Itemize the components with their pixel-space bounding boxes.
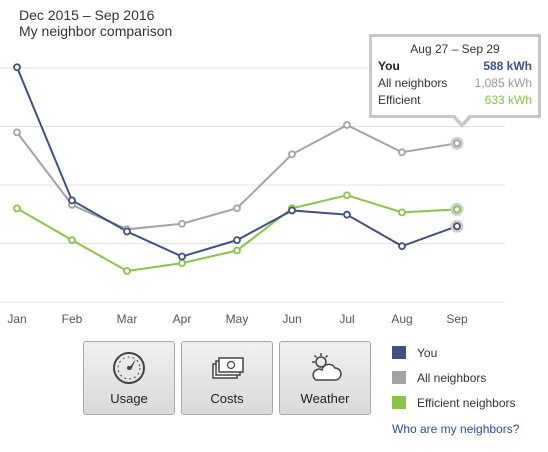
chart-legend: You All neighbors Efficient neighbors bbox=[392, 346, 516, 421]
costs-button[interactable]: Costs bbox=[181, 341, 273, 415]
data-point[interactable] bbox=[288, 150, 296, 159]
data-point[interactable] bbox=[233, 246, 241, 255]
data-point[interactable] bbox=[233, 204, 241, 213]
data-point[interactable] bbox=[233, 236, 241, 245]
x-tick-label: May bbox=[226, 312, 249, 326]
weather-icon bbox=[312, 353, 342, 381]
chart-titles: Dec 2015 – Sep 2016 My neighbor comparis… bbox=[19, 7, 172, 39]
series-line-all-neighbors bbox=[16, 123, 458, 231]
data-point[interactable] bbox=[343, 210, 351, 219]
tooltip-label: All neighbors bbox=[378, 76, 448, 90]
data-point[interactable] bbox=[398, 208, 406, 217]
tooltip-value: 588 kWh bbox=[483, 59, 532, 73]
data-point[interactable] bbox=[13, 63, 21, 72]
tooltip-row-all: All neighbors 1,085 kWh bbox=[372, 76, 538, 90]
data-point[interactable] bbox=[453, 139, 461, 148]
data-point[interactable] bbox=[343, 191, 351, 200]
legend-item-you: You bbox=[392, 345, 516, 360]
data-point[interactable] bbox=[453, 222, 461, 231]
x-tick-label: Feb bbox=[62, 312, 83, 326]
data-point[interactable] bbox=[13, 204, 21, 213]
x-tick-label: Jun bbox=[282, 312, 301, 326]
line-chart: Jan Feb Mar Apr May Jun Jul Aug Sep bbox=[0, 63, 505, 326]
data-point[interactable] bbox=[68, 196, 76, 205]
chart-subtitle: My neighbor comparison bbox=[19, 23, 173, 39]
usage-button-label: Usage bbox=[110, 391, 148, 406]
usage-button[interactable]: Usage bbox=[83, 341, 175, 415]
who-are-my-neighbors-link[interactable]: Who are my neighbors? bbox=[392, 422, 520, 436]
weather-button-label: Weather bbox=[300, 391, 350, 406]
x-tick-label: Aug bbox=[391, 312, 412, 326]
data-point[interactable] bbox=[123, 267, 131, 275]
tooltip-label: Efficient bbox=[378, 93, 421, 107]
data-point[interactable] bbox=[123, 227, 131, 236]
tooltip: Aug 27 – Sep 29 You 588 kWh All neighbor… bbox=[369, 34, 541, 128]
x-tick-label: Sep bbox=[446, 312, 468, 326]
data-point[interactable] bbox=[398, 148, 406, 157]
gauge-icon bbox=[113, 352, 145, 384]
tooltip-label: You bbox=[378, 59, 400, 73]
money-icon bbox=[212, 357, 244, 379]
legend-label: All neighbors bbox=[417, 370, 487, 385]
grid-lines bbox=[0, 67, 505, 303]
legend-label: You bbox=[417, 345, 438, 360]
weather-button[interactable]: Weather bbox=[279, 341, 371, 415]
x-tick-label: Jan bbox=[7, 312, 26, 326]
tooltip-row-efficient: Efficient 633 kWh bbox=[372, 93, 538, 107]
series-points[interactable] bbox=[13, 63, 464, 275]
data-point[interactable] bbox=[453, 205, 461, 214]
legend-label: Efficient neighbors bbox=[417, 395, 516, 410]
legend-item-all-neighbors: All neighbors bbox=[392, 370, 516, 385]
data-point[interactable] bbox=[343, 121, 351, 129]
legend-swatch bbox=[392, 371, 406, 384]
tooltip-value: 1,085 kWh bbox=[474, 76, 532, 90]
data-point[interactable] bbox=[68, 236, 76, 245]
x-axis-ticks: Jan Feb Mar Apr May Jun Jul Aug Sep bbox=[7, 312, 468, 326]
tooltip-title: Aug 27 – Sep 29 bbox=[410, 42, 500, 56]
costs-button-label: Costs bbox=[210, 391, 244, 406]
date-range-title: Dec 2015 – Sep 2016 bbox=[19, 7, 155, 23]
data-point[interactable] bbox=[13, 128, 21, 137]
x-tick-label: Jul bbox=[339, 312, 354, 326]
data-point[interactable] bbox=[178, 252, 186, 261]
data-point[interactable] bbox=[398, 242, 406, 251]
tooltip-value: 633 kWh bbox=[484, 93, 532, 107]
data-point[interactable] bbox=[178, 259, 186, 267]
tooltip-arrow-inner bbox=[455, 115, 469, 123]
data-point[interactable] bbox=[288, 206, 296, 215]
tooltip-row-you: You 588 kWh bbox=[372, 59, 538, 73]
legend-item-efficient-neighbors: Efficient neighbors bbox=[392, 395, 516, 410]
x-tick-label: Mar bbox=[117, 312, 138, 326]
legend-swatch bbox=[392, 396, 406, 409]
x-tick-label: Apr bbox=[173, 312, 192, 326]
data-point[interactable] bbox=[178, 219, 186, 228]
legend-swatch bbox=[392, 346, 406, 359]
